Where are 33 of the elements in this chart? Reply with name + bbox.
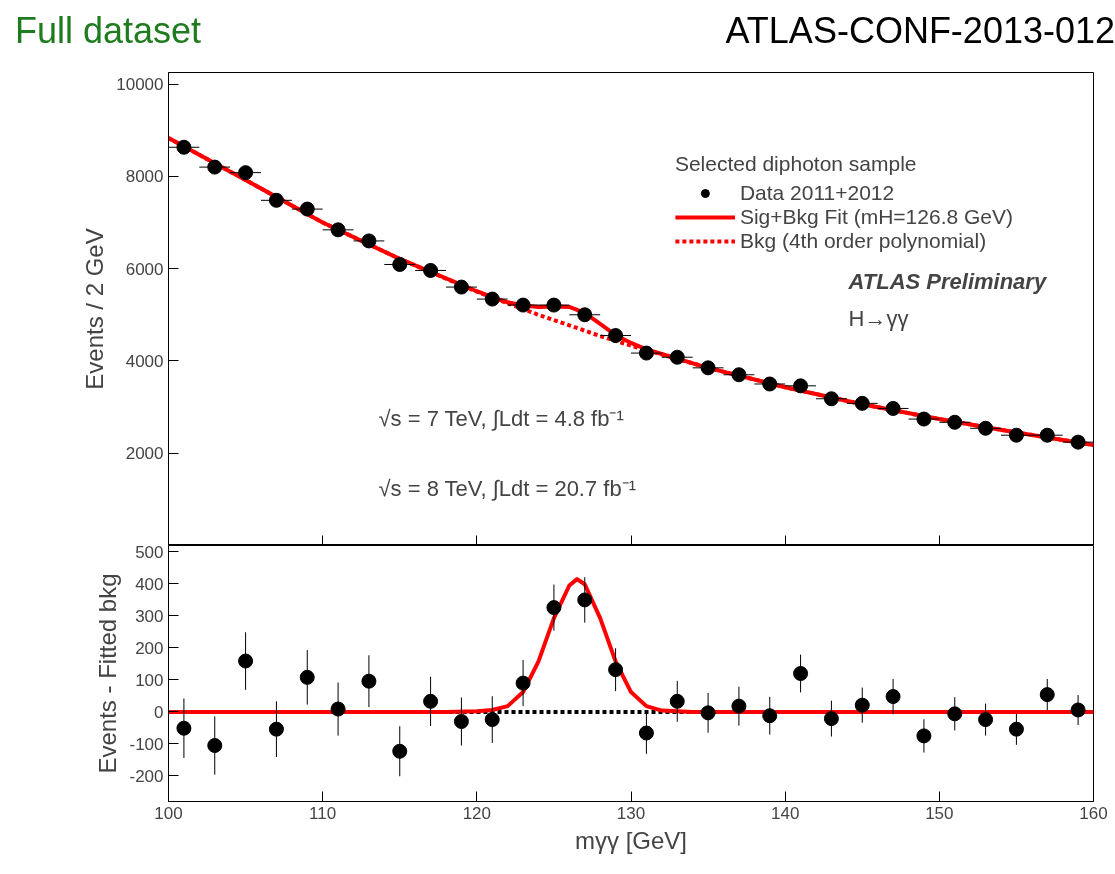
y-tick-label: 2000: [125, 444, 164, 464]
y-tick-label: 300: [135, 606, 164, 626]
chart-title: Full dataset: [15, 10, 202, 51]
x-tick-label: 150: [925, 803, 954, 823]
legend-label: Bkg (4th order polynomial): [739, 229, 987, 253]
x-tick-label: 120: [462, 803, 492, 823]
x-axis-title: mγγ [GeV]: [574, 826, 688, 854]
legend-label: Sig+Bkg Fit (mH=126.8 GeV): [739, 205, 1013, 229]
y-tick-label: -100: [129, 734, 164, 754]
annotation: √s = 7 TeV, ∫Ldt = 4.8 fb⁻¹: [378, 405, 624, 431]
y-tick-label: 100: [135, 670, 164, 690]
annotation: H→γγ: [848, 305, 909, 331]
y-tick-label: 400: [135, 574, 164, 594]
x-tick-label: 160: [1079, 803, 1108, 823]
y-axis-title: Events / 2 GeV: [81, 228, 109, 390]
x-tick-label: 100: [154, 803, 183, 823]
y-tick-label: 0: [154, 702, 164, 722]
x-tick-label: 140: [770, 803, 800, 823]
y-tick-label: 8000: [125, 167, 164, 187]
y-tick-label: -200: [129, 766, 164, 786]
y-tick-label: 500: [135, 542, 164, 562]
legend-title: Selected diphoton sample: [674, 152, 918, 176]
y-axis-title: Events - Fitted bkg: [94, 573, 122, 774]
y-tick-label: 6000: [125, 259, 164, 279]
x-tick-label: 130: [616, 803, 646, 823]
y-tick-label: 4000: [125, 351, 164, 371]
annotation: ATLAS Preliminary: [847, 268, 1048, 294]
y-tick-label: 200: [135, 638, 164, 658]
legend-label: Data 2011+2012: [739, 181, 895, 205]
x-tick-label: 110: [309, 803, 337, 823]
annotation: √s = 8 TeV, ∫Ldt = 20.7 fb⁻¹: [378, 475, 636, 501]
y-tick-label: 10000: [116, 75, 164, 95]
chart-subtitle: ATLAS-CONF-2013-012: [725, 10, 1115, 51]
